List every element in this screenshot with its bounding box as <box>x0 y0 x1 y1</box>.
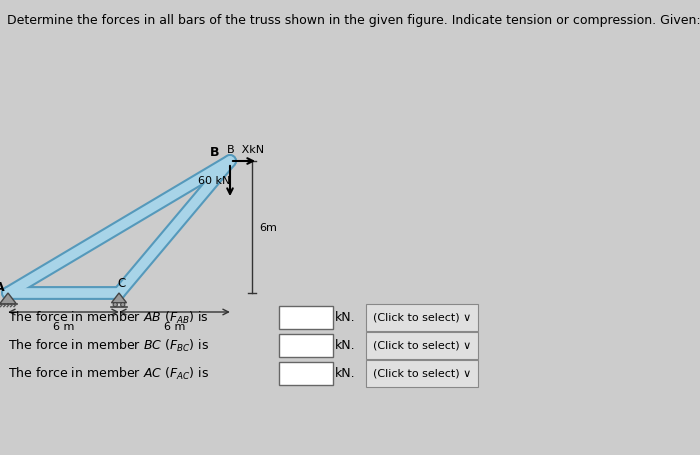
Text: 6m: 6m <box>259 222 277 233</box>
FancyBboxPatch shape <box>279 334 333 357</box>
FancyBboxPatch shape <box>279 306 333 329</box>
Text: The force in member $\it{BC}$ ($F_{BC}$) is: The force in member $\it{BC}$ ($F_{BC}$)… <box>8 337 209 353</box>
Text: A: A <box>0 280 5 293</box>
Text: kN.: kN. <box>335 311 356 324</box>
Text: (Click to select) ∨: (Click to select) ∨ <box>373 312 471 322</box>
Text: 6 m: 6 m <box>164 321 186 331</box>
Circle shape <box>120 303 125 307</box>
Text: B  XkN: B XkN <box>227 145 264 155</box>
Text: C: C <box>117 276 125 289</box>
Text: Determine the forces in all bars of the truss shown in the given figure. Indicat: Determine the forces in all bars of the … <box>7 14 700 27</box>
Text: 6 m: 6 m <box>52 321 74 331</box>
FancyBboxPatch shape <box>366 360 478 387</box>
Text: (Click to select) ∨: (Click to select) ∨ <box>373 340 471 350</box>
Polygon shape <box>111 293 127 303</box>
Text: kN.: kN. <box>335 367 356 379</box>
Text: B: B <box>210 146 220 159</box>
Circle shape <box>113 303 118 307</box>
FancyBboxPatch shape <box>366 332 478 359</box>
FancyBboxPatch shape <box>279 362 333 384</box>
Text: The force in member $\it{AC}$ ($F_{AC}$) is: The force in member $\it{AC}$ ($F_{AC}$)… <box>8 365 209 381</box>
Text: kN.: kN. <box>335 339 356 352</box>
Text: The force in member $\it{AB}$ ($F_{AB}$) is: The force in member $\it{AB}$ ($F_{AB}$)… <box>8 309 209 325</box>
FancyBboxPatch shape <box>366 304 478 331</box>
Text: 60 kN: 60 kN <box>198 176 230 186</box>
Text: (Click to select) ∨: (Click to select) ∨ <box>373 368 471 378</box>
Polygon shape <box>0 293 17 304</box>
